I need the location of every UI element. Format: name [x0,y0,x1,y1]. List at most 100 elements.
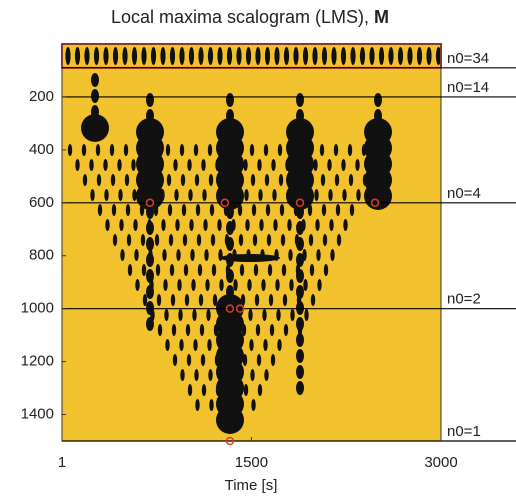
blob [173,159,178,171]
blob [180,174,186,186]
blob [342,189,347,201]
blob [294,234,300,246]
blob [97,204,103,216]
blob [188,189,193,201]
blob [330,249,335,261]
blob [369,159,374,171]
blob [148,249,153,261]
level-label: n0=14 [447,79,489,96]
blob [343,219,348,231]
blob [263,339,268,351]
blob [310,294,316,306]
blob [307,204,313,216]
blob [252,234,258,246]
blob [264,47,271,65]
blob [277,144,283,156]
blob [350,47,356,65]
blob [164,309,169,321]
blob [141,264,147,276]
blob [183,264,189,276]
blob [362,174,368,186]
blob [168,234,174,246]
blob [243,159,248,171]
blob [213,324,219,336]
blob [319,144,325,156]
blob [135,279,140,291]
blob [374,93,382,107]
blob [359,47,366,65]
blob [126,234,132,246]
blob [138,174,144,186]
blob [137,144,143,156]
blob [296,253,304,267]
blob [222,174,228,186]
blob [142,294,148,306]
blob [356,189,361,201]
blob [82,174,88,186]
level-label: n0=34 [447,50,489,67]
blob [146,205,154,219]
blob [160,189,165,201]
blob [349,204,355,216]
blob [224,234,230,246]
blob [296,333,304,347]
blob [141,47,147,65]
blob [201,384,207,396]
blob [222,369,227,381]
blob [166,174,172,186]
blob [208,174,214,186]
blob [248,309,253,321]
blob [320,174,326,186]
blob [238,234,244,246]
blob [203,219,208,231]
blob [179,47,185,65]
blob [214,354,220,366]
blob [184,294,190,306]
y-tick-label: 1200 [21,353,54,370]
blob [149,279,154,291]
blob [221,339,226,351]
blob [267,264,273,276]
blob [118,189,123,201]
blob [208,369,213,381]
blob [229,384,235,396]
blob [197,264,203,276]
blob [145,159,150,171]
blob [285,159,290,171]
blob [181,204,187,216]
blob [178,309,183,321]
blob [335,204,341,216]
blob [328,189,333,201]
blob [167,204,173,216]
blob [323,264,329,276]
level-label: n0=1 [447,423,481,440]
blob [217,47,223,65]
blob [249,144,255,156]
blob [93,47,100,65]
blob [281,264,287,276]
blob [103,47,109,65]
blob [146,237,154,251]
blob [303,279,308,291]
blob [125,204,131,216]
blob [163,279,168,291]
blob [292,174,298,186]
blob [74,47,81,65]
blob [230,189,235,201]
blob [333,144,339,156]
blob [122,47,128,65]
blob [226,294,232,306]
blob [249,339,254,351]
y-tick-label: 600 [29,194,54,211]
blob [233,279,238,291]
blob [237,204,243,216]
blob [95,144,101,156]
blob [287,219,292,231]
blob [182,234,188,246]
blob [221,144,227,156]
blob [293,204,299,216]
blob [254,294,260,306]
blob [161,219,166,231]
blob [67,144,73,156]
blob [193,339,198,351]
